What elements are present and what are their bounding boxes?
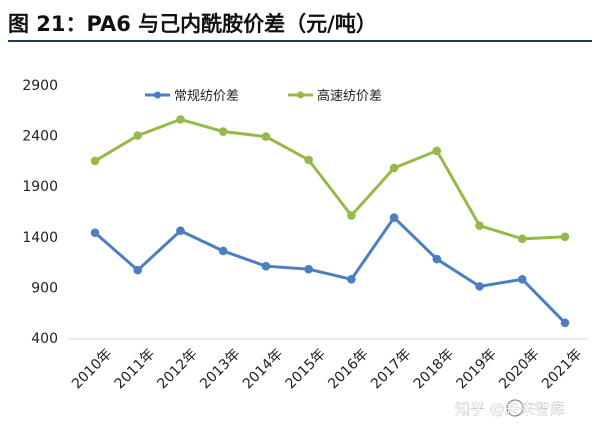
x-tick-label: 2019年 <box>454 346 500 392</box>
series-point-2 <box>133 131 143 140</box>
series-point-2 <box>560 232 570 242</box>
legend: 常规纺价差 高速纺价差 <box>145 88 382 104</box>
x-tick-label: 2013年 <box>197 346 243 392</box>
figure-header: 图 21：PA6 与己内酰胺价差（元/吨） <box>8 4 592 42</box>
series-point-1 <box>475 282 484 291</box>
series-point-1 <box>432 254 442 264</box>
series-point-2 <box>517 234 527 244</box>
watermark-text: 知乎 @未来智库 <box>455 400 565 418</box>
x-tick-label: 2012年 <box>154 346 200 392</box>
x-tick-label: 2017年 <box>368 346 414 392</box>
y-tick-label: 400 <box>31 331 58 347</box>
series-point-2 <box>90 156 100 166</box>
x-axis: 2010年2011年2012年2013年2014年2015年2016年2017年… <box>68 338 588 392</box>
y-tick-label: 1400 <box>22 230 58 246</box>
legend-label-1: 常规纺价差 <box>174 89 239 104</box>
y-tick-label: 2900 <box>22 78 58 94</box>
x-tick-label: 2015年 <box>283 346 329 392</box>
legend-marker-1 <box>154 91 161 99</box>
series-point-1 <box>176 226 185 236</box>
series-point-2 <box>176 115 185 124</box>
x-tick-label: 2011年 <box>112 346 158 392</box>
legend-marker-2 <box>297 91 304 99</box>
series-point-1 <box>347 275 356 284</box>
series-point-1 <box>261 261 271 271</box>
series-line-2 <box>93 117 567 241</box>
y-tick-label: 900 <box>31 280 58 296</box>
y-tick-label: 2400 <box>22 129 58 145</box>
x-tick-label: 2010年 <box>69 346 115 392</box>
y-tick-label: 1900 <box>22 179 58 195</box>
series-point-2 <box>475 221 484 230</box>
series-point-1 <box>133 265 143 275</box>
series-point-2 <box>347 211 356 220</box>
series-point-2 <box>304 155 313 165</box>
series-point-2 <box>389 163 399 173</box>
series-point-1 <box>517 275 527 284</box>
watermark-logo-icon <box>506 399 524 417</box>
series-point-2 <box>261 132 271 141</box>
series-point-2 <box>432 146 442 156</box>
series-point-1 <box>90 228 100 238</box>
watermark: 知乎 @未来智库 <box>455 399 565 418</box>
series-line-1 <box>93 216 567 325</box>
y-axis: 400 900 1400 1900 2400 2900 <box>22 78 58 347</box>
series-point-2 <box>218 127 228 136</box>
series-point-1 <box>218 246 228 256</box>
series-point-1 <box>304 264 313 274</box>
legend-label-2: 高速纺价差 <box>317 88 382 104</box>
figure-title: 图 21：PA6 与己内酰胺价差（元/吨） <box>8 12 377 36</box>
x-tick-label: 2020年 <box>496 346 542 392</box>
series-group <box>90 115 570 328</box>
header-divider <box>8 40 592 42</box>
series-point-1 <box>389 213 399 222</box>
x-tick-label: 2021年 <box>539 346 585 392</box>
x-tick-label: 2018年 <box>411 346 457 392</box>
x-tick-label: 2014年 <box>240 346 286 392</box>
series-point-1 <box>560 318 570 328</box>
x-tick-label: 2016年 <box>325 346 371 392</box>
